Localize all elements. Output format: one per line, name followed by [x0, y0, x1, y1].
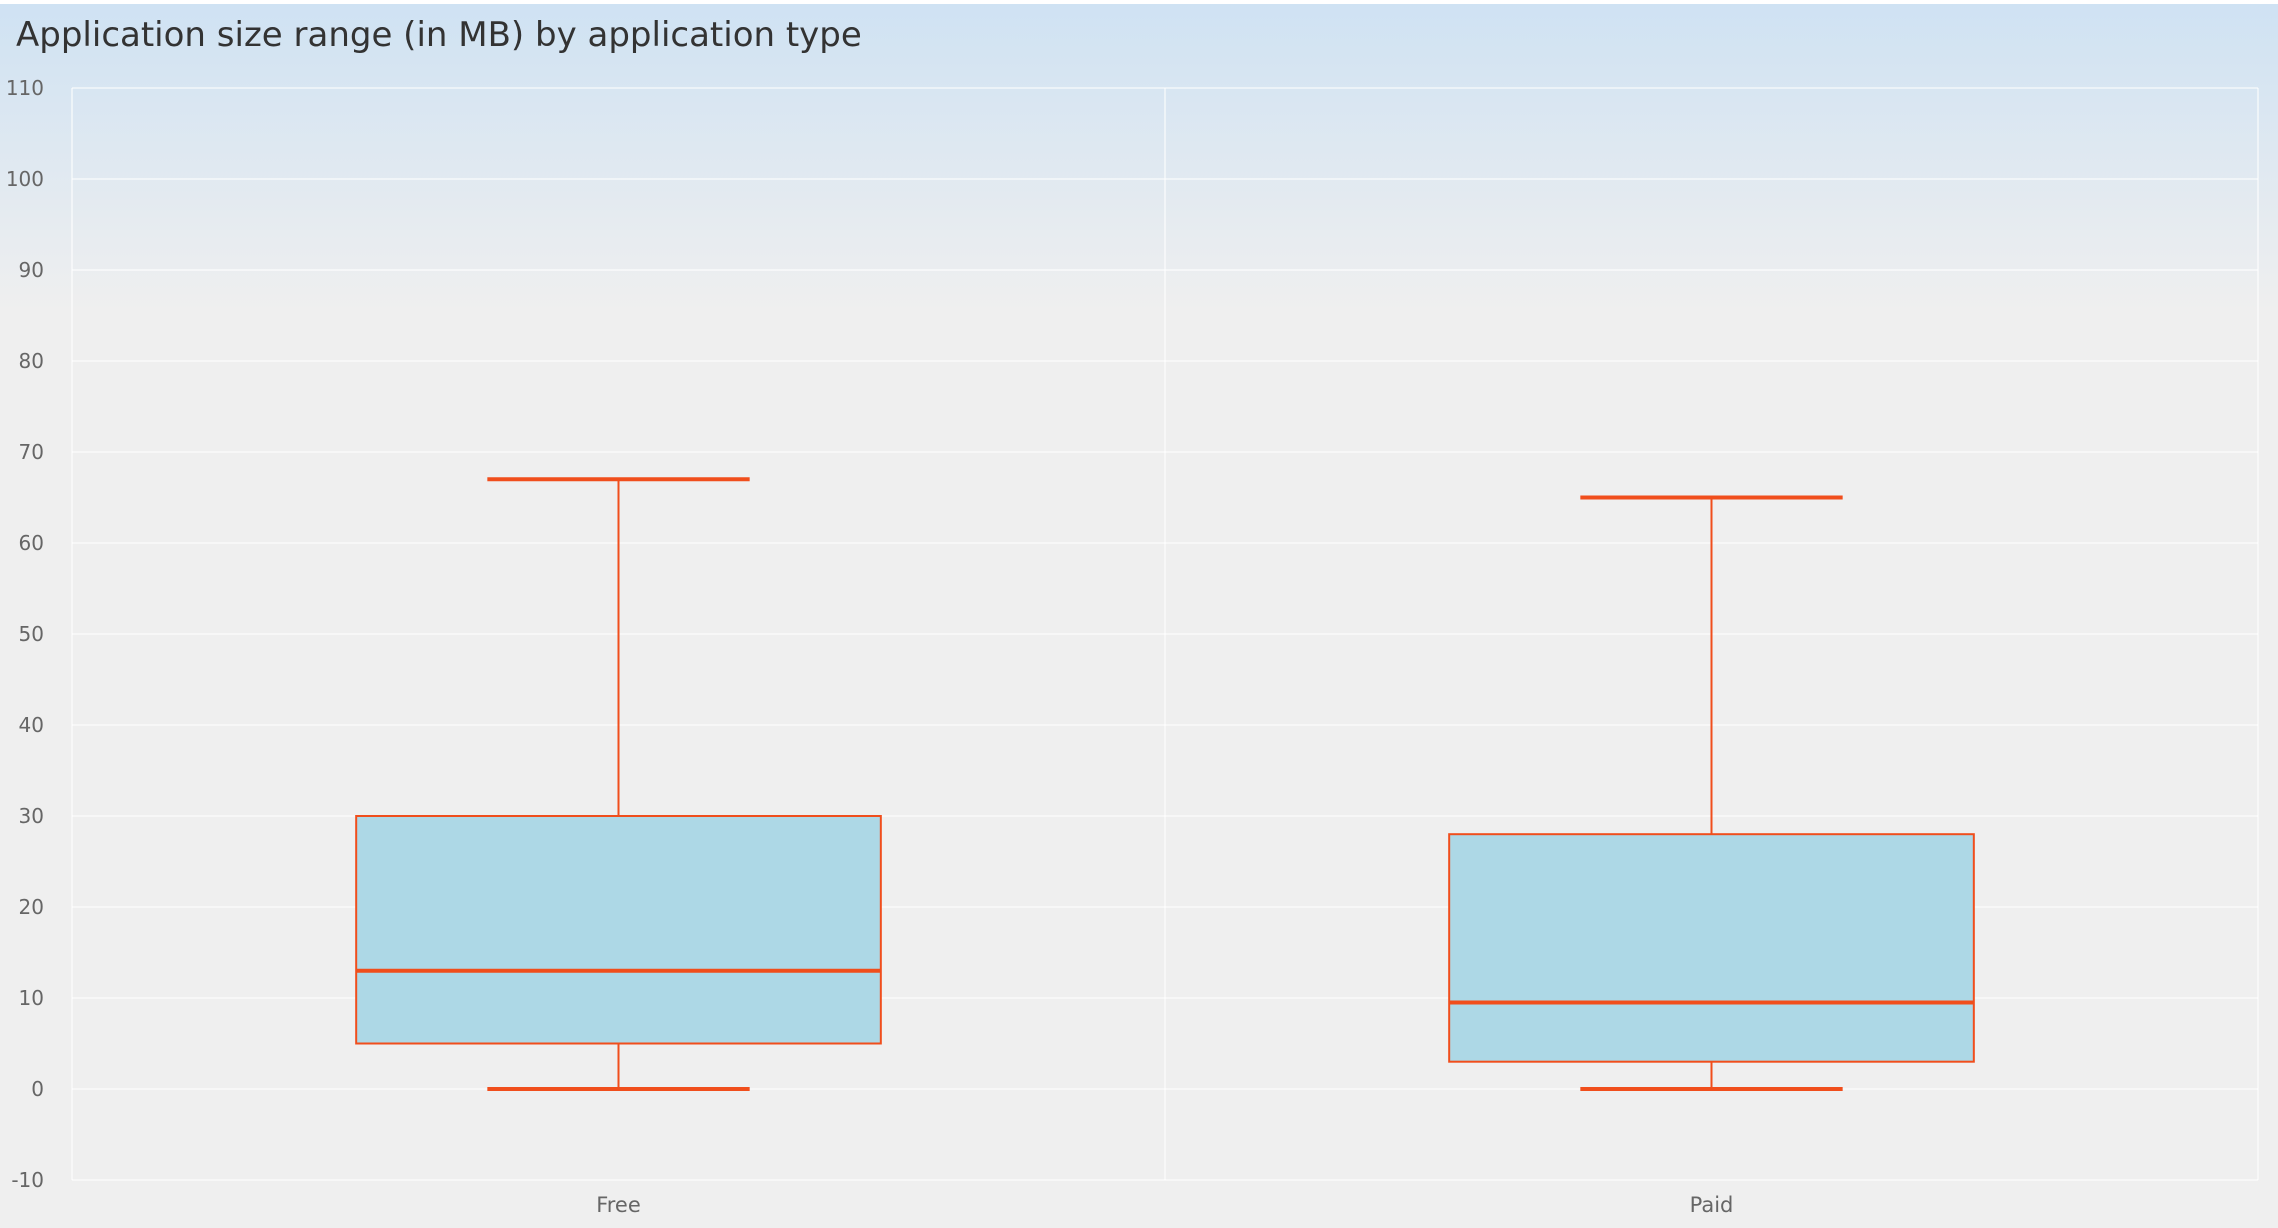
y-tick-label: 60	[19, 531, 44, 555]
box-layer	[355, 477, 1975, 1091]
y-tick-label: 80	[19, 349, 44, 373]
y-tick-label: 100	[6, 167, 44, 191]
y-tick-label: 10	[19, 986, 44, 1010]
chart-title: Application size range (in MB) by applic…	[16, 15, 862, 55]
iqr-box	[355, 815, 882, 1045]
iqr-box	[1448, 833, 1975, 1063]
y-tick-label: 40	[19, 713, 44, 737]
x-category-label: Free	[596, 1193, 641, 1217]
y-tick-label: 90	[19, 258, 44, 282]
y-tick-label: 30	[19, 804, 44, 828]
x-category-label: Paid	[1690, 1193, 1734, 1217]
y-tick-label: 50	[19, 622, 44, 646]
y-tick-label: -10	[11, 1168, 44, 1192]
y-tick-label: 0	[31, 1077, 44, 1101]
y-tick-label: 20	[19, 895, 44, 919]
y-tick-label: 110	[6, 76, 44, 100]
y-tick-label: 70	[19, 440, 44, 464]
axis-layer: -10 0 10 20 30 40 50 60 70 80 90 100 110 Free Paid	[6, 76, 1734, 1217]
